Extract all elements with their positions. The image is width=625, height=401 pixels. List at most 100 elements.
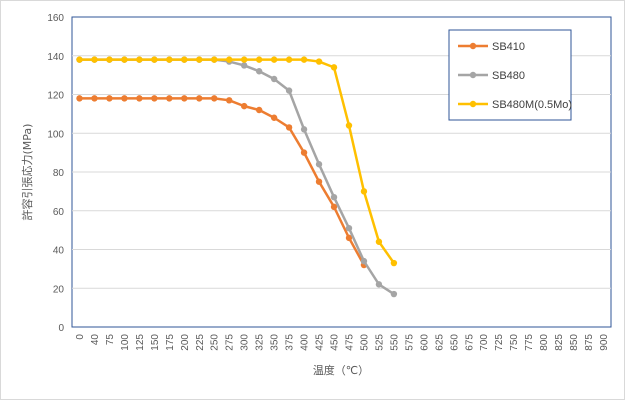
data-point	[345, 224, 353, 232]
data-point	[270, 114, 278, 121]
y-axis-title: 許容引張応力(MPa)	[20, 124, 34, 221]
x-tick-label: 200	[180, 334, 191, 351]
data-point	[285, 56, 293, 63]
y-tick-label: 140	[47, 52, 64, 63]
data-point	[255, 56, 263, 63]
data-point	[181, 95, 188, 102]
data-point	[390, 290, 398, 298]
data-point	[255, 68, 263, 75]
y-tick-label: 120	[47, 91, 64, 102]
x-tick-label: 450	[330, 334, 341, 351]
data-point	[285, 87, 293, 94]
x-tick-label: 475	[344, 334, 355, 351]
x-tick-label: 100	[120, 334, 131, 351]
x-tick-label: 850	[569, 334, 580, 351]
y-tick-label: 40	[53, 246, 65, 257]
data-point	[315, 58, 323, 65]
x-tick-label: 500	[359, 334, 370, 351]
data-point	[136, 95, 143, 102]
data-point	[240, 56, 248, 63]
y-tick-label: 160	[47, 13, 64, 24]
series-sb480m-0-5mo-	[76, 56, 398, 267]
data-point	[360, 188, 368, 195]
series-sb410	[76, 95, 368, 269]
data-point	[211, 56, 218, 63]
x-tick-label: 225	[195, 334, 206, 351]
data-point	[360, 257, 368, 265]
x-tick-label: 575	[404, 334, 415, 351]
data-point	[226, 56, 233, 63]
x-tick-label: 875	[584, 334, 595, 351]
legend-swatch-marker	[469, 42, 477, 50]
data-point	[330, 203, 338, 211]
data-point	[315, 178, 323, 185]
data-point	[91, 95, 98, 102]
data-point	[330, 193, 338, 201]
data-point	[91, 56, 98, 63]
data-point	[151, 95, 158, 102]
legend-item: SB480M(0.5Mo)	[458, 99, 572, 111]
x-tick-label: 550	[389, 334, 400, 351]
x-tick-label: 750	[509, 334, 520, 351]
data-point	[106, 95, 113, 102]
x-tick-label: 125	[135, 334, 146, 351]
data-point	[300, 56, 308, 63]
legend-label: SB410	[492, 41, 525, 53]
legend: SB410 SB480 SB480M(0.5Mo)	[448, 29, 572, 121]
data-point	[136, 56, 143, 63]
data-point	[166, 56, 173, 63]
x-tick-label: 825	[554, 334, 565, 351]
data-point	[240, 102, 248, 110]
x-tick-label: 600	[419, 334, 430, 351]
data-point	[121, 95, 128, 102]
x-tick-label: 325	[255, 334, 266, 351]
x-tick-label: 275	[225, 334, 236, 351]
x-axis-ticks: 0 40 75 100 125 150 175 200 225 250 275 300 325 350 37…	[75, 334, 610, 351]
x-tick-label: 350	[270, 334, 281, 351]
data-point	[255, 106, 263, 114]
data-point	[106, 56, 113, 63]
x-tick-label: 900	[599, 334, 610, 351]
data-point	[151, 56, 158, 63]
x-tick-label: 425	[315, 334, 326, 351]
data-point	[196, 56, 203, 63]
x-tick-label: 650	[449, 334, 460, 351]
x-axis-title: 温度（℃）	[313, 363, 369, 377]
data-point	[315, 161, 323, 168]
x-tick-label: 625	[434, 334, 445, 351]
legend-swatch-marker	[469, 100, 477, 108]
data-point	[196, 95, 203, 102]
x-tick-label: 400	[300, 334, 311, 351]
data-point	[166, 95, 173, 102]
data-point	[330, 64, 338, 71]
data-point	[76, 56, 83, 63]
x-tick-label: 800	[539, 334, 550, 351]
series-layer	[76, 56, 398, 298]
data-point	[181, 56, 188, 63]
legend-label: SB480M(0.5Mo)	[492, 99, 572, 111]
x-tick-label: 775	[524, 334, 535, 351]
data-point	[390, 259, 398, 267]
data-point	[270, 75, 278, 83]
data-point	[285, 124, 293, 131]
y-tick-label: 20	[53, 284, 65, 295]
data-point	[76, 95, 83, 102]
data-point	[300, 126, 308, 133]
series-line	[78, 58, 396, 265]
y-tick-label: 0	[58, 323, 64, 334]
x-tick-label: 725	[494, 334, 505, 351]
x-tick-label: 700	[479, 334, 490, 351]
x-tick-label: 250	[210, 334, 221, 351]
data-point	[240, 62, 248, 69]
x-tick-label: 75	[105, 334, 116, 346]
x-tick-label: 375	[285, 334, 296, 351]
legend-item: SB410	[458, 41, 525, 53]
data-point	[300, 149, 308, 156]
y-tick-label: 80	[53, 168, 65, 179]
legend-swatch-marker	[469, 71, 477, 79]
x-tick-label: 40	[90, 334, 101, 346]
x-tick-label: 525	[374, 334, 385, 351]
data-point	[375, 238, 383, 245]
